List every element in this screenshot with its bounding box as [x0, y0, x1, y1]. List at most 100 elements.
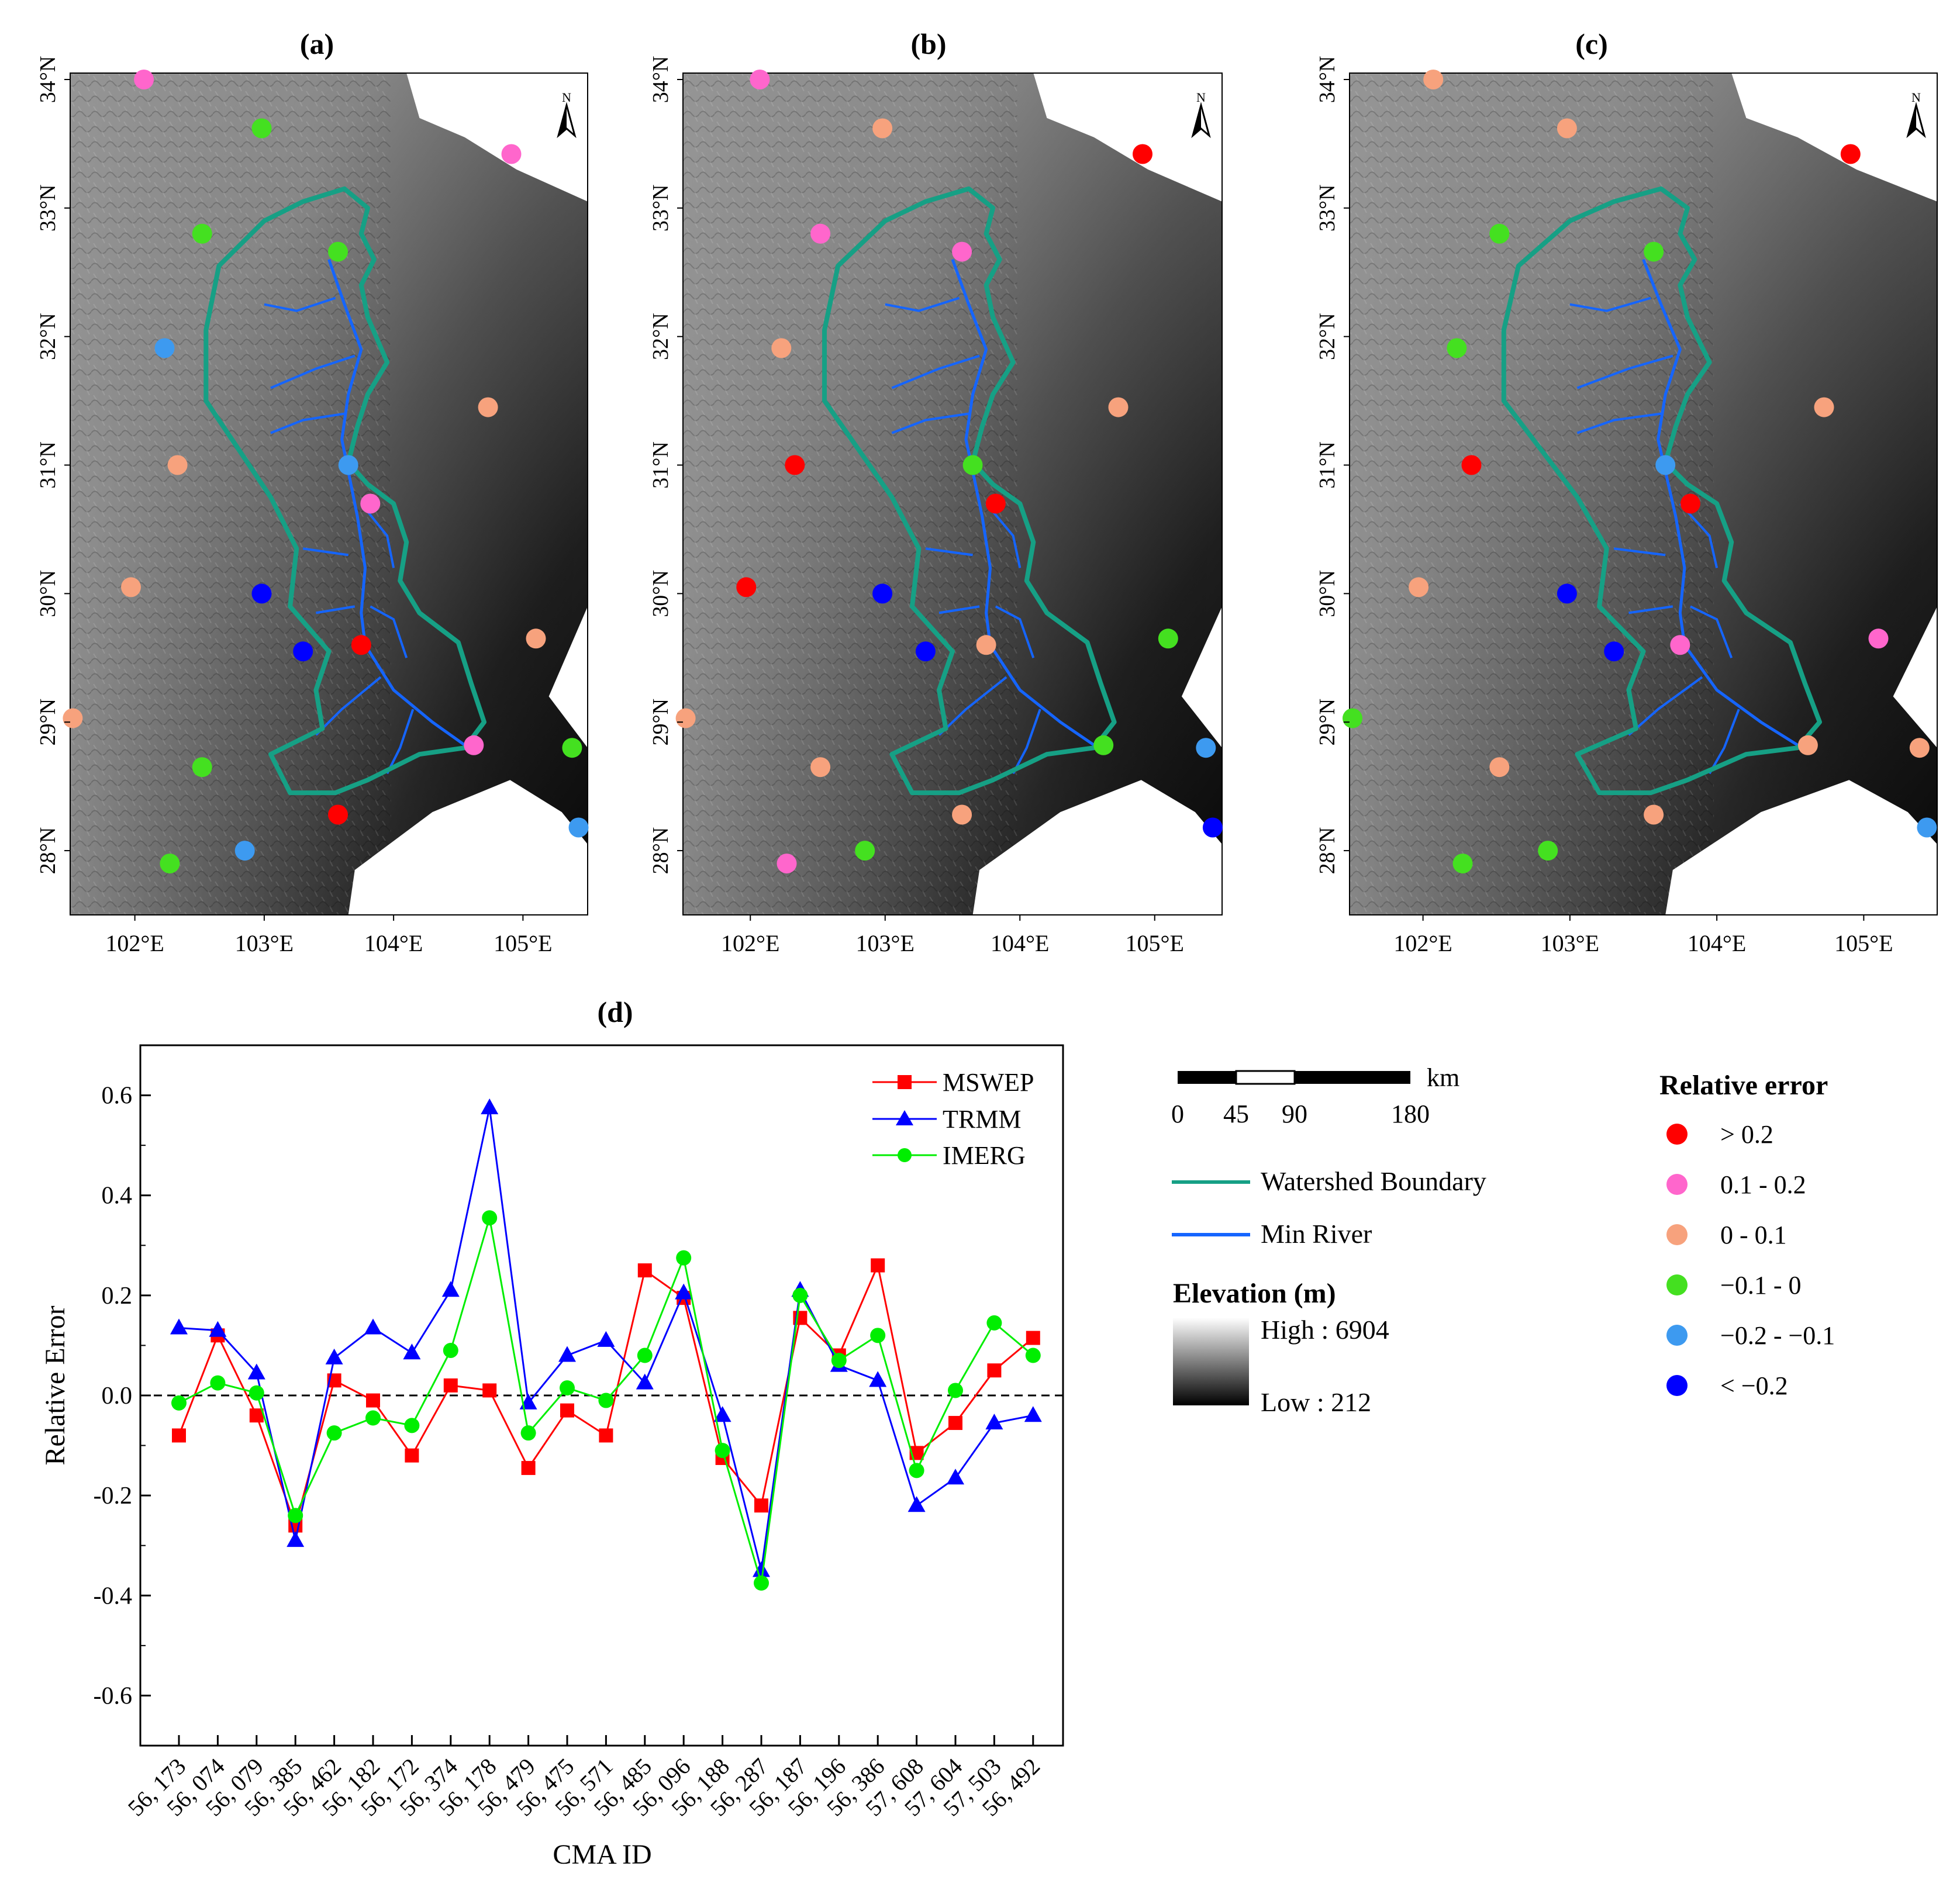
north-arrow-icon-fill	[1908, 105, 1916, 136]
north-arrow-icon-fill	[558, 105, 567, 136]
station-marker	[1655, 455, 1676, 475]
river-tributary	[1628, 676, 1703, 736]
river-tributary	[1679, 503, 1719, 568]
station-marker	[1489, 757, 1510, 778]
legend-imerg-marker	[898, 1148, 912, 1162]
data-point-trmm	[713, 1406, 731, 1422]
station-marker	[192, 757, 212, 778]
river-tributary	[1690, 605, 1733, 659]
river-tributary	[264, 296, 336, 312]
station-marker	[568, 817, 589, 838]
river-tributary	[891, 354, 980, 389]
lat-tick-label: 29°N	[36, 699, 60, 746]
station-marker	[1797, 735, 1818, 755]
lat-tick-label: 32°N	[648, 313, 673, 360]
data-point-imerg	[171, 1395, 187, 1411]
data-point-trmm	[753, 1561, 770, 1577]
lat-tick-label: 33°N	[1315, 185, 1340, 232]
station-marker	[1461, 455, 1482, 475]
data-point-imerg	[637, 1348, 653, 1363]
lat-tick-label: 30°N	[36, 570, 60, 617]
north-arrow-label: N	[562, 90, 571, 105]
north-arrow-label: N	[1911, 90, 1921, 105]
station-marker	[1447, 338, 1467, 358]
data-point-trmm	[364, 1318, 382, 1335]
legend-mswep-label: MSWEP	[943, 1068, 1034, 1097]
relative-error-swatch	[1666, 1325, 1688, 1346]
elevation-colorbar	[1173, 1318, 1249, 1405]
data-point-imerg	[443, 1342, 458, 1358]
river-tributary	[891, 412, 969, 434]
station-marker	[478, 397, 498, 417]
data-point-mswep	[1026, 1331, 1040, 1345]
data-point-mswep	[987, 1363, 1002, 1378]
relative-error-swatch	[1666, 1224, 1688, 1245]
data-point-imerg	[326, 1425, 342, 1441]
data-point-imerg	[288, 1508, 303, 1523]
station-marker	[915, 641, 936, 662]
station-marker	[160, 854, 180, 874]
map-frame	[682, 72, 1223, 915]
lat-tick-label: 32°N	[36, 313, 60, 360]
scale-bar: km 0 45 90 180	[1171, 1063, 1459, 1128]
relative-error-label: −0.2 - −0.1	[1720, 1321, 1835, 1350]
station-marker	[985, 493, 1006, 514]
station-marker	[855, 841, 875, 861]
panel-c-title: (c)	[1575, 27, 1608, 60]
river-tributary	[938, 676, 1007, 736]
station-marker	[952, 241, 972, 262]
lat-tick-label: 30°N	[1315, 570, 1340, 617]
station-marker	[1093, 735, 1114, 755]
y-tick-label: -0.2	[94, 1483, 133, 1509]
data-point-trmm	[636, 1373, 654, 1390]
lat-tick-label: 33°N	[36, 185, 60, 232]
scale-bar-seg1	[1178, 1071, 1236, 1084]
data-point-imerg	[560, 1380, 575, 1396]
station-marker	[562, 738, 582, 758]
no-data-area-north	[1445, 73, 1937, 202]
y-axis-label: Relative Error	[40, 1305, 71, 1465]
river-tributary	[370, 605, 408, 658]
data-point-mswep	[948, 1416, 962, 1431]
map-panel-c: N 28°N 29°N 30°N 31°N 32°N 33°N 34°N 102°E 103°E 1…	[1315, 56, 1938, 956]
river-tributary	[302, 547, 348, 557]
lon-tick-label: 103°E	[1541, 930, 1599, 956]
station-marker	[810, 757, 831, 778]
lat-tick-label: 31°N	[648, 441, 673, 489]
elevation-high-label: High : 6904	[1261, 1315, 1389, 1345]
river-tributary	[1613, 547, 1666, 557]
no-data-area-north	[770, 73, 1222, 202]
station-marker	[501, 144, 522, 164]
river-tributary	[270, 412, 345, 434]
data-point-trmm	[907, 1496, 926, 1512]
lat-tick-label: 30°N	[648, 570, 673, 617]
station-marker	[872, 583, 893, 604]
station-marker	[526, 628, 546, 649]
lon-tick-label: 103°E	[235, 930, 294, 956]
dem-terrain-texture	[683, 73, 1017, 915]
station-marker	[1158, 628, 1178, 649]
scale-bar-label-180: 180	[1391, 1100, 1430, 1128]
y-tick-label: 0.2	[102, 1283, 133, 1310]
relative-error-swatch	[1666, 1174, 1688, 1195]
data-point-trmm	[403, 1343, 421, 1360]
data-point-trmm	[675, 1283, 693, 1300]
station-marker	[777, 854, 797, 874]
scale-bar-label-90: 90	[1282, 1100, 1307, 1128]
data-point-trmm	[597, 1331, 615, 1347]
river-tributary	[985, 503, 1022, 568]
relative-error-label: 0 - 0.1	[1720, 1221, 1787, 1249]
north-arrow-label: N	[1196, 90, 1206, 105]
station-marker	[1644, 804, 1664, 825]
lon-tick-label: 104°E	[1688, 930, 1746, 956]
river-tributary	[1012, 709, 1041, 775]
data-point-mswep	[521, 1461, 536, 1476]
data-point-mswep	[754, 1498, 768, 1513]
station-marker	[1840, 144, 1861, 164]
panel-a-title: (a)	[300, 27, 334, 60]
river-tributary	[1569, 296, 1651, 312]
station-marker	[1680, 493, 1700, 514]
station-marker	[192, 223, 212, 244]
lat-tick-label: 29°N	[1315, 699, 1340, 746]
